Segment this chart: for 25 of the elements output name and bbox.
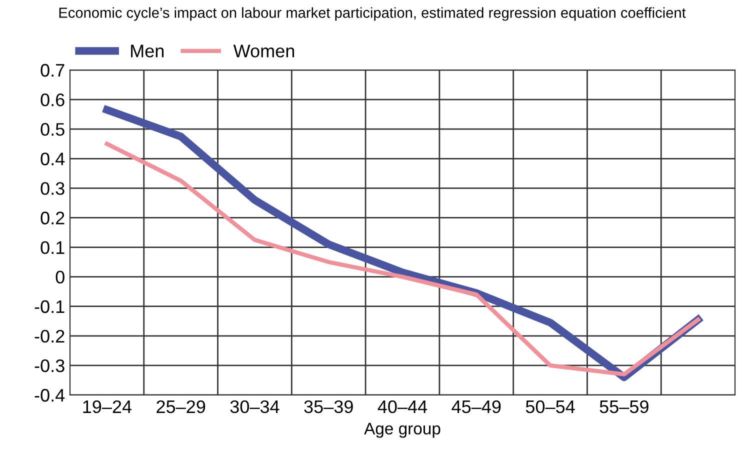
y-tick-label: 0.1 — [40, 241, 64, 254]
x-tick-label: 40–44 — [378, 400, 428, 414]
y-tick-label: 0 — [56, 270, 64, 284]
y-tick-label: -0.2 — [34, 330, 64, 343]
x-tick-label: 19–24 — [83, 400, 132, 414]
x-tick-label: 45–49 — [452, 400, 501, 414]
y-tick-label: -0.1 — [34, 300, 64, 314]
line-series — [104, 142, 700, 376]
y-tick-label: 0.2 — [40, 212, 64, 224]
y-tick-label: 0.6 — [40, 93, 64, 106]
x-tick-label: 25–29 — [156, 400, 206, 414]
y-tick-label: 0.5 — [40, 123, 64, 136]
x-tick-label: 35–39 — [304, 400, 353, 414]
y-tick-label: -0.4 — [34, 388, 65, 402]
y-tick-label: 0.3 — [40, 182, 64, 195]
x-tick-label: 30–34 — [230, 400, 280, 414]
y-tick-label: -0.3 — [34, 359, 64, 372]
legend-label: Women — [233, 44, 294, 58]
chart-title: Economic cycle’s impact on labour market participation, estimated regression equation coefficient — [59, 7, 686, 21]
legend-label: Men — [131, 44, 164, 58]
y-tick-label: 0.4 — [40, 152, 65, 166]
x-tick-label: 55–59 — [600, 400, 648, 414]
y-tick-label: 0.7 — [40, 64, 64, 77]
x-tick-label: 50–54 — [526, 400, 575, 414]
x-axis-title: Age group — [364, 422, 440, 438]
